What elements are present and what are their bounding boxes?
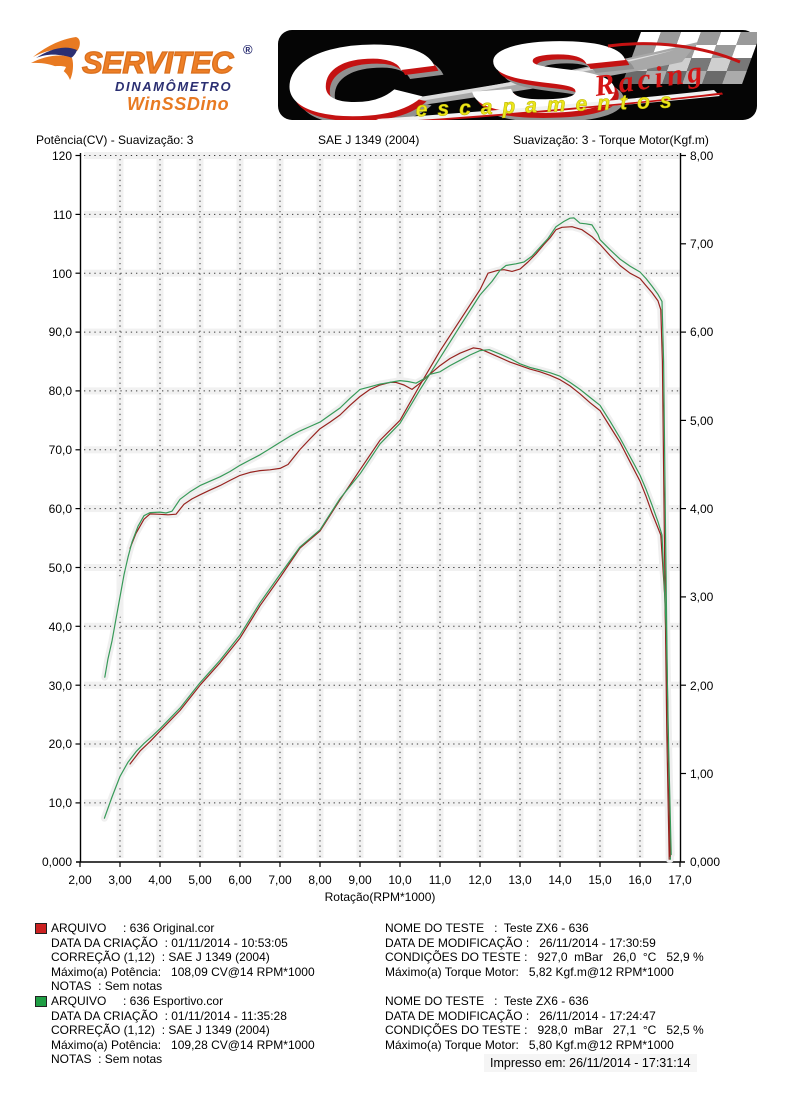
svg-text:13,0: 13,0 [508,873,532,887]
svg-text:5,00: 5,00 [690,414,714,428]
svg-text:0,000: 0,000 [690,855,720,869]
svg-text:30,0: 30,0 [49,679,73,693]
svg-text:80,0: 80,0 [49,384,73,398]
svg-text:SAE J 1349 (2004): SAE J 1349 (2004) [318,133,419,147]
svg-text:2,00: 2,00 [690,679,714,693]
svg-text:17,0: 17,0 [668,873,692,887]
svg-text:6,00: 6,00 [228,873,252,887]
svg-text:10,0: 10,0 [388,873,412,887]
svg-text:50,0: 50,0 [49,561,73,575]
svg-text:15,0: 15,0 [588,873,612,887]
svg-text:70,0: 70,0 [49,443,73,457]
svg-text:110: 110 [53,208,72,222]
svg-text:7,00: 7,00 [690,237,714,251]
svg-text:S: S [478,30,628,120]
svg-text:4,00: 4,00 [690,502,714,516]
svg-text:90,0: 90,0 [49,325,73,339]
svg-text:C: C [283,30,431,120]
svg-text:120: 120 [52,149,72,163]
svg-text:60,0: 60,0 [49,502,73,516]
svg-text:4,00: 4,00 [148,873,172,887]
svg-text:11,0: 11,0 [429,873,452,887]
svg-text:1,00: 1,00 [690,767,714,781]
svg-text:5,00: 5,00 [188,873,212,887]
svg-text:C: C [287,31,435,120]
svg-text:C: C [292,35,440,120]
svg-text:Potência(CV) - Suavização: 3: Potência(CV) - Suavização: 3 [36,133,194,147]
svg-text:6,00: 6,00 [690,325,714,339]
svg-text:2,00: 2,00 [68,873,92,887]
svg-text:10,0: 10,0 [49,796,73,810]
svg-text:8,00: 8,00 [308,873,332,887]
svg-text:0,000: 0,000 [42,855,72,869]
svg-text:20,0: 20,0 [49,737,73,751]
svg-text:40,0: 40,0 [49,620,73,634]
svg-text:7,00: 7,00 [268,873,292,887]
svg-text:3,00: 3,00 [690,590,714,604]
svg-text:Suavização: 3 - Torque Motor(K: Suavização: 3 - Torque Motor(Kgf.m) [513,133,709,147]
svg-text:16,0: 16,0 [628,873,652,887]
svg-text:8,00: 8,00 [690,149,714,163]
svg-text:3,00: 3,00 [108,873,132,887]
svg-text:14,0: 14,0 [548,873,572,887]
svg-text:Rotação(RPM*1000): Rotação(RPM*1000) [325,890,436,904]
svg-text:12,0: 12,0 [468,873,492,887]
svg-text:9,00: 9,00 [348,873,372,887]
svg-text:100: 100 [52,267,72,281]
